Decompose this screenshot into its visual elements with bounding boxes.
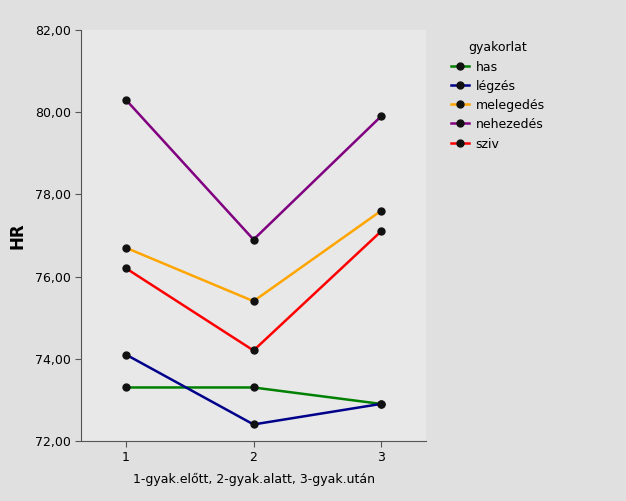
sziv [250,348,257,354]
Line: sziv: sziv [123,228,384,354]
X-axis label: 1-gyak.előtt, 2-gyak.alatt, 3-gyak.után: 1-gyak.előtt, 2-gyak.alatt, 3-gyak.után [133,472,374,486]
Line: légzés: légzés [123,351,384,428]
légzés [377,401,385,407]
has [122,384,130,390]
nehezedés [122,97,130,103]
nehezedés [377,113,385,119]
sziv [377,228,385,234]
nehezedés [250,236,257,242]
Line: nehezedés: nehezedés [123,96,384,243]
légzés [250,421,257,427]
melegedés [122,245,130,251]
melegedés [377,208,385,214]
légzés [122,352,130,358]
Legend: has, légzés, melegedés, nehezedés, sziv: has, légzés, melegedés, nehezedés, sziv [446,36,550,155]
Line: melegedés: melegedés [123,207,384,305]
sziv [122,266,130,272]
Y-axis label: HR: HR [9,222,27,249]
has [250,384,257,390]
has [377,401,385,407]
Line: has: has [123,384,384,407]
melegedés [250,298,257,304]
